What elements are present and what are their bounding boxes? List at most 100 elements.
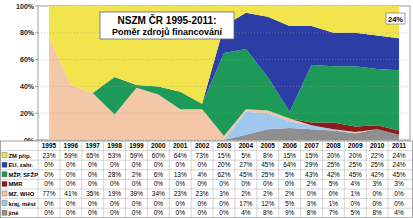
plot-frame — [38, 6, 410, 140]
data-label: 0% — [241, 180, 251, 187]
data-label: 8% — [307, 209, 317, 216]
data-label: 13% — [174, 171, 187, 178]
y-tick-label: 100% — [16, 3, 35, 10]
data-label: 5% — [241, 152, 251, 159]
y-tick — [35, 6, 38, 7]
data-label: 0% — [88, 200, 98, 207]
y-tick — [35, 140, 38, 141]
y-tick — [35, 32, 38, 33]
data-label: 0% — [88, 161, 98, 168]
data-label: 0% — [110, 209, 120, 216]
areas — [49, 6, 399, 140]
data-label: 20% — [217, 161, 230, 168]
data-label: 0% — [66, 161, 76, 168]
data-label: 0% — [176, 161, 186, 168]
data-label: 0% — [197, 209, 207, 216]
data-label: 0% — [307, 190, 317, 197]
data-label: 5% — [329, 180, 339, 187]
legend-swatch — [2, 191, 7, 196]
data-label: 59% — [64, 152, 77, 159]
data-label: 77% — [42, 190, 55, 197]
grid-line — [38, 113, 410, 114]
x-tick-label: 2011 — [392, 142, 406, 149]
data-label: 3% — [307, 200, 317, 207]
data-label: 4% — [394, 209, 404, 216]
legend-label: kraj, měst — [9, 201, 36, 207]
data-label: 65% — [86, 152, 99, 159]
data-label: 0% — [44, 161, 54, 168]
data-label: 28% — [108, 171, 121, 178]
data-label: 2% — [285, 190, 295, 197]
data-label: 0% — [66, 180, 76, 187]
data-label: 5% — [285, 200, 295, 207]
data-label: 29% — [305, 161, 318, 168]
x-tick-label: 1997 — [85, 142, 100, 149]
chart: 0%20%40%60%80%100%NSZM ČR 1995-2011:Pomě… — [0, 0, 413, 218]
legend-label: jiné — [8, 210, 20, 216]
data-label: 0% — [154, 161, 164, 168]
title: NSZM ČR 1995-2011: — [118, 14, 217, 26]
table-frame — [1, 141, 413, 218]
y-tick — [35, 59, 38, 60]
data-label: 0% — [132, 200, 142, 207]
data-label: 45% — [261, 161, 274, 168]
data-label: 34% — [152, 190, 165, 197]
data-label: 0% — [44, 180, 54, 187]
x-tick-label: 1996 — [64, 142, 79, 149]
title-box — [100, 12, 234, 39]
x-tick-label: 2009 — [348, 142, 363, 149]
data-label: 59% — [130, 152, 143, 159]
data-label: 9% — [285, 209, 295, 216]
data-label: 20% — [327, 152, 340, 159]
data-label: 19% — [108, 190, 121, 197]
data-label: 0% — [351, 200, 361, 207]
y-tick-label: 20% — [20, 110, 35, 117]
x-tick-label: 2004 — [239, 142, 254, 149]
data-label: 0% — [263, 180, 273, 187]
data-label: 2% — [307, 180, 317, 187]
data-label: 25% — [371, 161, 384, 168]
legend-label: EU, zahr. — [9, 162, 34, 168]
data-label: 25% — [261, 171, 274, 178]
data-label: 0% — [219, 180, 229, 187]
data-label: 0% — [132, 209, 142, 216]
legend-label: MZ, WHO — [9, 191, 35, 197]
data-label: 45% — [393, 171, 406, 178]
x-tick-label: 1999 — [129, 142, 144, 149]
data-label: 0% — [329, 190, 339, 197]
data-label: 0% — [197, 200, 207, 207]
legend-label: ZM příp. — [9, 153, 32, 159]
data-label: 0% — [219, 200, 229, 207]
subtitle: Poměr zdrojů financování — [112, 27, 223, 37]
data-label: 0% — [154, 209, 164, 216]
data-label: 24% — [393, 152, 406, 159]
data-label: 0% — [44, 200, 54, 207]
data-label: 5% — [285, 171, 295, 178]
data-label: 0% — [110, 180, 120, 187]
x-tick-label: 2005 — [261, 142, 276, 149]
data-label: 2% — [263, 190, 273, 197]
data-label: 1% — [351, 190, 361, 197]
data-label: 64% — [174, 152, 187, 159]
data-label: 4% — [197, 171, 207, 178]
data-label: 41% — [64, 190, 77, 197]
x-tick-label: 2003 — [217, 142, 232, 149]
x-tick-label: 2008 — [326, 142, 341, 149]
data-label: 8% — [263, 152, 273, 159]
legend-swatch — [2, 210, 7, 215]
data-label: 0% — [66, 171, 76, 178]
data-label: 3% — [372, 180, 382, 187]
data-label: 0% — [132, 180, 142, 187]
data-label: 12% — [261, 200, 274, 207]
data-label: 60% — [152, 152, 165, 159]
x-tick-label: 2006 — [282, 142, 297, 149]
data-label: 25% — [349, 161, 362, 168]
data-label: 39% — [130, 190, 143, 197]
data-label: 0% — [372, 190, 382, 197]
data-label: 42% — [327, 171, 340, 178]
data-label: 23% — [174, 190, 187, 197]
data-label: 8% — [372, 209, 382, 216]
data-label: 0% — [285, 180, 295, 187]
data-label: 0% — [66, 200, 76, 207]
data-label: 45% — [239, 171, 252, 178]
